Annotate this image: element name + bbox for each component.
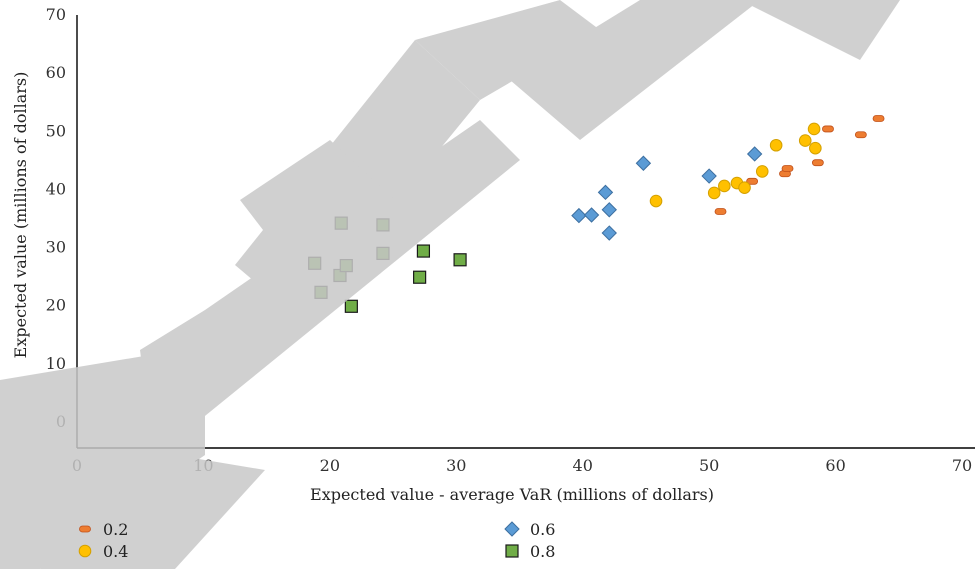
data-point xyxy=(769,138,783,152)
legend-marker xyxy=(505,544,519,558)
data-point xyxy=(854,131,867,139)
data-point xyxy=(601,225,617,241)
data-point xyxy=(344,299,358,313)
data-point xyxy=(714,208,727,215)
data-point xyxy=(781,165,794,172)
data-point xyxy=(811,159,824,167)
data-point xyxy=(809,141,822,155)
y-tick-label: 20 xyxy=(46,296,66,315)
x-tick-label: 60 xyxy=(825,456,845,475)
series-0.4 xyxy=(649,122,822,208)
x-tick-label: 50 xyxy=(699,456,719,475)
x-tick-label: 40 xyxy=(573,456,593,475)
legend-item: 0.4 xyxy=(78,542,128,561)
data-point xyxy=(571,207,587,224)
series-0.2 xyxy=(714,115,885,215)
data-point xyxy=(649,194,663,208)
legend-label: 0.4 xyxy=(103,542,128,561)
data-point xyxy=(707,186,721,200)
y-tick-labels: 010203040506070 xyxy=(46,5,66,431)
y-tick-label: 10 xyxy=(46,354,66,373)
y-tick-label: 60 xyxy=(46,63,66,82)
data-point xyxy=(872,115,885,122)
legend-label: 0.8 xyxy=(530,542,555,561)
legend-item: 0.8 xyxy=(505,542,555,561)
data-point xyxy=(597,184,614,201)
legend-marker xyxy=(79,525,91,533)
data-point xyxy=(453,253,467,267)
data-point xyxy=(746,177,759,185)
data-point xyxy=(583,207,600,223)
data-point xyxy=(416,244,431,258)
data-point xyxy=(798,134,812,147)
legend-marker xyxy=(504,521,520,537)
y-tick-label: 40 xyxy=(46,179,66,198)
data-point xyxy=(601,202,617,218)
data-point xyxy=(635,155,652,171)
data-point xyxy=(738,181,751,194)
legend-label: 0.6 xyxy=(530,520,555,539)
y-tick-label: 70 xyxy=(46,5,66,24)
x-tick-label: 70 xyxy=(952,456,972,475)
data-point xyxy=(822,125,834,133)
data-point xyxy=(755,165,769,178)
data-point xyxy=(413,270,427,284)
y-axis-title: Expected value (millions of dollars) xyxy=(11,72,30,359)
y-tick-label: 50 xyxy=(46,121,66,140)
x-tick-label: 30 xyxy=(446,456,466,475)
data-point xyxy=(701,168,717,184)
legend-marker xyxy=(78,544,92,558)
y-tick-label: 30 xyxy=(46,238,66,257)
data-point xyxy=(718,179,731,193)
legend-label: 0.2 xyxy=(103,520,128,539)
series-0.6 xyxy=(571,146,763,241)
watermark-overlay xyxy=(0,0,900,569)
data-point xyxy=(807,122,821,136)
x-axis-title: Expected value - average VaR (millions o… xyxy=(310,485,714,504)
legend: 0.2 0.4 0.6 0.8 xyxy=(78,520,555,561)
data-point xyxy=(746,146,763,162)
legend-item: 0.2 xyxy=(79,520,128,539)
legend-item: 0.6 xyxy=(504,520,555,539)
x-tick-label: 20 xyxy=(320,456,340,475)
